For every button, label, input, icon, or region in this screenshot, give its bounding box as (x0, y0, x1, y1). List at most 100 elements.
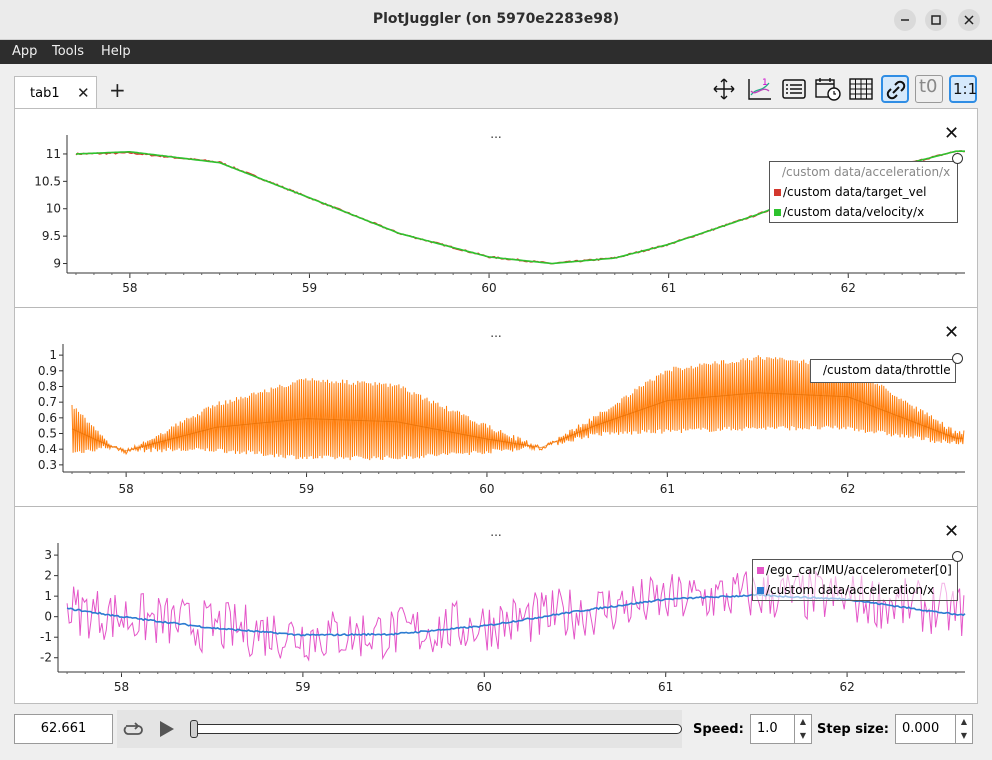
tab-label: tab1 (30, 86, 60, 101)
x-tick-label: 61 (661, 281, 676, 295)
time-slider[interactable] (192, 724, 682, 734)
tab-tab1[interactable]: tab1 ✕ (14, 76, 97, 109)
legend-label: /ego_car/IMU/accelerometer[0] (766, 563, 952, 577)
y-tick-label: 11 (46, 147, 61, 161)
plot-close-icon[interactable]: ✕ (944, 123, 960, 144)
x-tick-label: 59 (299, 482, 314, 496)
plot-throttle[interactable]: 1 0.9 0.8 0.7 0.6 0.5 0.4 0.3 58 59 60 61 62 ... ✕ /… (15, 308, 977, 507)
calendar-clock-icon (815, 78, 841, 101)
tab-close-icon[interactable]: ✕ (77, 84, 90, 102)
plot-close-icon[interactable]: ✕ (944, 521, 960, 542)
ratio-label: 1:1 (953, 80, 978, 98)
y-tick-label: 0.7 (38, 395, 57, 409)
x-tick-label: 59 (302, 281, 317, 295)
layout-badge: 1 (762, 78, 768, 88)
legend-item: /custom data/throttle (811, 360, 955, 380)
x-tick-label: 60 (477, 680, 492, 694)
y-tick-label: 0.6 (38, 411, 57, 425)
y-tick-label: 2 (44, 569, 52, 583)
x-tick-label: 61 (658, 680, 673, 694)
time-slider-handle[interactable] (190, 720, 198, 738)
step-size-stepper[interactable]: ▲ ▼ (955, 715, 972, 743)
main-area: tab1 ✕ + 1 (0, 64, 992, 760)
throttle-chart[interactable]: 1 0.90.8 0.7 0.6 0.50.4 0.3 58 59 60 61 62 (15, 308, 977, 507)
current-time-field[interactable]: 62.661 (14, 714, 113, 744)
menu-help[interactable]: Help (101, 44, 131, 59)
y-tick-label: -1 (40, 630, 52, 644)
step-size-value: 0.000 (902, 721, 940, 736)
legend-item: /custom data/acceleration/x (753, 580, 957, 600)
close-icon (964, 15, 974, 25)
plot-close-icon[interactable]: ✕ (944, 322, 960, 343)
plot-title: ... (490, 525, 502, 539)
list-icon (782, 79, 806, 99)
grid-button[interactable] (847, 75, 875, 103)
x-tick-label: 58 (114, 680, 129, 694)
window-title: PlotJuggler (on 5970e2283e98) (372, 11, 620, 27)
legend-header: /custom data/acceleration/x (782, 165, 951, 179)
maximize-button[interactable] (925, 9, 947, 31)
y-tick-label: 9 (53, 257, 61, 271)
step-size-label: Step size: (817, 722, 890, 737)
legend-item: /ego_car/IMU/accelerometer[0] (753, 560, 957, 580)
x-tick-label: 60 (481, 281, 496, 295)
menu-bar: App Tools Help (0, 40, 992, 64)
velocity-chart[interactable]: 11 10.5 10 9.5 9 58 59 60 61 62 (15, 109, 977, 308)
speed-value: 1.0 (757, 721, 778, 736)
speed-stepper[interactable]: ▲ ▼ (794, 715, 811, 743)
x-tick-label: 58 (122, 281, 137, 295)
y-tick-label: 0.3 (38, 458, 57, 472)
plot-legend[interactable]: /custom data/acceleration/x /custom data… (769, 161, 958, 223)
legend-swatch-pink (757, 567, 764, 574)
y-tick-label: 3 (44, 548, 52, 562)
layout-button[interactable]: 1 (745, 75, 773, 103)
x-tick-label: 59 (295, 680, 310, 694)
y-tick-label: 0.4 (38, 442, 57, 456)
x-tick-label: 58 (118, 482, 133, 496)
player-panel (117, 710, 682, 748)
legend-handle[interactable] (952, 153, 963, 164)
y-tick-label: 9.5 (42, 229, 61, 243)
plot-layout-icon: 1 (748, 78, 771, 100)
playback-bar: 62.661 Speed: 1.0 ▲ ▼ Step size: 0.000 ▲ ▼ (0, 704, 992, 760)
t0-button[interactable]: t0 (915, 75, 943, 103)
loop-icon[interactable] (121, 718, 145, 740)
minimize-button[interactable] (894, 9, 916, 31)
plot-area: 11 10.5 10 9.5 9 58 59 60 61 62 ... ✕ /custom dat… (14, 108, 978, 704)
x-tick-label: 62 (840, 482, 855, 496)
plot-velocity[interactable]: 11 10.5 10 9.5 9 58 59 60 61 62 ... ✕ /custom dat… (15, 109, 977, 308)
t0-label: t0 (919, 76, 938, 97)
plot-legend[interactable]: /custom data/throttle (810, 359, 956, 383)
play-icon[interactable] (157, 719, 177, 739)
legend-label: /custom data/acceleration/x (766, 583, 935, 597)
x-tick-label: 62 (841, 281, 856, 295)
y-tick-label: 0.8 (38, 379, 57, 393)
ratio-button[interactable]: 1:1 (949, 75, 977, 103)
pan-button[interactable] (710, 75, 738, 103)
plot-title: ... (490, 326, 502, 340)
menu-tools[interactable]: Tools (52, 44, 85, 59)
y-tick-label: 0.9 (38, 364, 57, 378)
x-tick-label: 61 (660, 482, 675, 496)
link-icon (886, 80, 906, 100)
calendar-button[interactable] (813, 75, 841, 103)
step-size-spinbox[interactable]: 0.000 ▲ ▼ (895, 714, 973, 744)
menu-app[interactable]: App (12, 44, 38, 59)
title-bar: PlotJuggler (on 5970e2283e98) (0, 0, 992, 40)
plot-acceleration[interactable]: 3 2 1 0 -1 -2 58 59 60 61 62 ... ✕ /ego_car/IMU/ac… (15, 507, 977, 703)
series-line (71, 355, 965, 461)
link-button[interactable] (881, 75, 909, 103)
close-window-button[interactable] (958, 9, 980, 31)
y-tick-label: 10 (46, 202, 61, 216)
y-tick-label: -2 (40, 651, 52, 665)
x-tick-label: 62 (839, 680, 854, 694)
legend-label: /custom data/velocity/x (783, 205, 925, 219)
legend-handle[interactable] (952, 353, 963, 364)
series-midline (71, 392, 964, 452)
plot-legend[interactable]: /ego_car/IMU/accelerometer[0] /custom da… (752, 559, 958, 601)
list-button[interactable] (780, 75, 808, 103)
speed-spinbox[interactable]: 1.0 ▲ ▼ (750, 714, 812, 744)
add-tab-button[interactable]: + (109, 78, 126, 102)
y-tick-label: 1 (44, 589, 52, 603)
legend-handle[interactable] (952, 551, 963, 562)
